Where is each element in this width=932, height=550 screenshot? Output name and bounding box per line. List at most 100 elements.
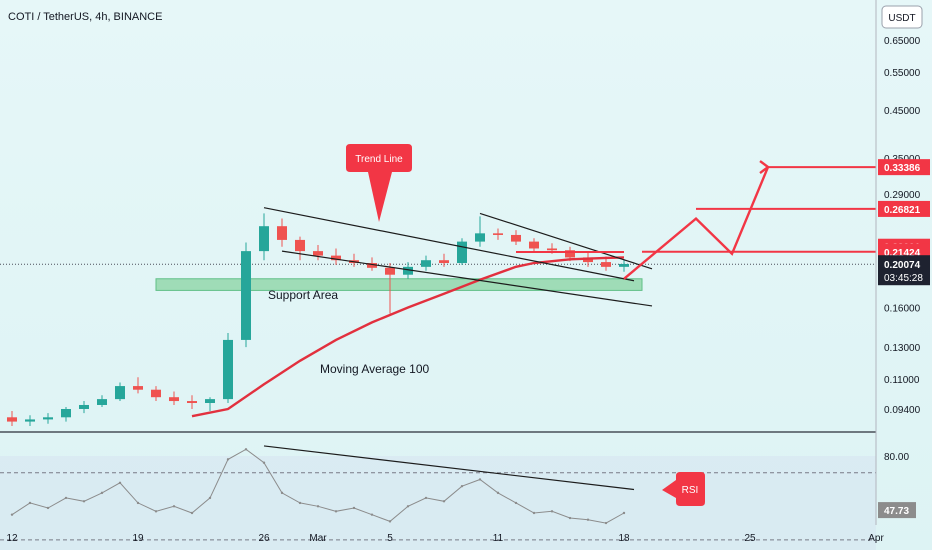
candle-body <box>403 266 413 275</box>
rsi-point <box>154 510 158 513</box>
target-price-value: 0.26821 <box>884 205 921 216</box>
rsi-point <box>172 505 176 508</box>
candle-body <box>331 255 341 261</box>
price-tick-label: 0.16000 <box>884 304 921 315</box>
price-tick-label: 0.11000 <box>884 375 920 386</box>
time-tick-label: Apr <box>868 533 884 544</box>
candle-body <box>421 260 431 267</box>
candle-body <box>151 389 161 398</box>
rsi-point <box>460 484 464 488</box>
rsi-point <box>244 448 248 451</box>
rsi-trend-line <box>263 445 635 491</box>
annotations-layer: Trend Line Support Area Moving Average 1… <box>268 144 705 506</box>
rsi-point <box>10 513 14 516</box>
time-tick-label: 18 <box>618 533 630 544</box>
rsi-pane[interactable] <box>0 445 876 550</box>
candle-body <box>205 399 215 404</box>
candle-body <box>79 404 89 409</box>
projection-arrowhead <box>759 160 770 175</box>
moving-average-label: Moving Average 100 <box>320 362 430 376</box>
rsi-point <box>226 458 230 461</box>
time-tick-label: 25 <box>744 533 756 544</box>
rsi-callout[interactable]: RSI <box>662 472 705 506</box>
candle-body <box>493 233 503 235</box>
candle-body <box>115 386 125 400</box>
time-tick-label: Mar <box>309 533 327 544</box>
price-tags: 0.333860.268210.220010.214240.2007403:45… <box>878 159 930 286</box>
currency-label: USDT <box>888 13 915 24</box>
countdown-value: 03:45:28 <box>884 273 923 284</box>
candle-body <box>385 267 395 275</box>
rsi-point <box>370 513 374 516</box>
time-tick-label: 26 <box>258 533 270 544</box>
rsi-point <box>136 501 140 505</box>
rsi-point <box>298 501 302 505</box>
rsi-point <box>280 491 284 495</box>
rsi-label: RSI <box>682 485 699 496</box>
rsi-point <box>478 478 482 481</box>
rsi-point <box>28 501 32 505</box>
candle-body <box>529 241 539 249</box>
rsi-point <box>442 500 446 503</box>
support-area-label: Support Area <box>268 288 338 302</box>
candle-body <box>223 339 233 400</box>
rsi-point <box>514 501 518 505</box>
trend-line <box>281 250 653 307</box>
rsi-point <box>568 516 572 520</box>
rsi-point <box>208 496 212 500</box>
rsi-point <box>532 511 536 515</box>
trend-line-callout[interactable]: Trend Line <box>346 144 412 222</box>
rsi-tick-label: 80.00 <box>884 452 909 463</box>
chart-title: COTI / TetherUS, 4h, BINANCE <box>8 11 162 23</box>
rsi-point <box>82 500 86 503</box>
price-tick-label: 0.29000 <box>884 190 921 201</box>
projection-path <box>623 166 770 280</box>
moving-average-100-line <box>191 256 625 418</box>
rsi-value-tag <box>878 502 916 519</box>
target-price-tag <box>878 159 930 176</box>
rsi-point <box>46 506 50 510</box>
candle-body <box>7 417 17 422</box>
candle-body <box>97 399 107 405</box>
rsi-axis[interactable]: 80.0046.0447.73 <box>878 452 916 520</box>
rsi-point <box>496 491 500 495</box>
target-price-value: 0.33386 <box>884 163 921 174</box>
rsi-band <box>0 456 876 550</box>
time-axis[interactable]: 12 19 26 Mar 5 11 18 25 Apr <box>6 533 884 544</box>
price-pane[interactable] <box>0 160 876 426</box>
candle-body <box>25 419 35 422</box>
rsi-point <box>190 511 194 515</box>
candle-body <box>169 397 179 402</box>
candle-body <box>295 239 305 252</box>
time-tick-label: 19 <box>132 533 144 544</box>
currency-button[interactable]: USDT <box>881 5 923 29</box>
price-tick-label: 0.65000 <box>884 36 921 47</box>
candle-body <box>43 417 53 420</box>
candle-body <box>439 260 449 264</box>
rsi-point <box>352 506 356 510</box>
rsi-point <box>622 511 626 515</box>
rsi-point <box>586 518 590 521</box>
support-area-zone <box>155 278 643 291</box>
price-tick-label: 0.13000 <box>884 343 921 354</box>
rsi-point <box>118 481 122 485</box>
candle-body <box>511 234 521 242</box>
trend-line-label: Trend Line <box>355 154 403 165</box>
rsi-point <box>388 520 392 523</box>
candle-body <box>565 250 575 258</box>
candle-body <box>547 248 557 251</box>
target-price-tag <box>878 200 930 217</box>
price-tick-label: 0.09400 <box>884 405 921 416</box>
time-tick-label: 12 <box>6 533 18 544</box>
candle-body <box>457 241 467 264</box>
candle-body <box>133 386 143 390</box>
price-tick-label: 0.55000 <box>884 68 921 79</box>
candle-body <box>313 251 323 256</box>
rsi-point <box>100 491 104 495</box>
candle-body <box>475 233 485 242</box>
candle-body <box>187 401 197 404</box>
current-price-value: 0.20074 <box>884 260 921 271</box>
rsi-point <box>262 461 266 464</box>
rsi-point <box>406 505 410 508</box>
